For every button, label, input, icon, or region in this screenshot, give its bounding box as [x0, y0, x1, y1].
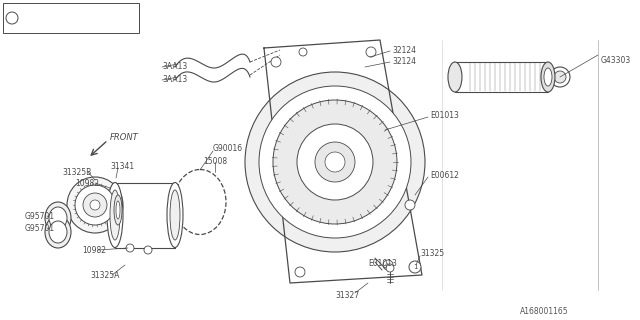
Ellipse shape	[110, 190, 120, 240]
Text: G95701: G95701	[25, 223, 55, 233]
Circle shape	[295, 267, 305, 277]
Ellipse shape	[49, 207, 67, 229]
Ellipse shape	[167, 182, 183, 247]
Circle shape	[409, 261, 421, 273]
Text: 31325: 31325	[420, 249, 444, 258]
Text: G90016: G90016	[213, 143, 243, 153]
Bar	[3, 3, 139, 33]
Text: 31325B: 31325B	[62, 167, 92, 177]
Circle shape	[6, 12, 18, 24]
Text: G90815 ('06MY0504-    ): G90815 ('06MY0504- )	[22, 21, 123, 27]
Circle shape	[273, 100, 397, 224]
Text: 10982: 10982	[75, 179, 99, 188]
Ellipse shape	[45, 202, 71, 234]
Text: 1: 1	[10, 15, 14, 21]
Circle shape	[67, 177, 123, 233]
Text: E00612: E00612	[430, 171, 459, 180]
Circle shape	[325, 152, 345, 172]
Circle shape	[383, 260, 393, 270]
Circle shape	[366, 47, 376, 57]
Text: 32124: 32124	[392, 45, 416, 54]
Text: 15008: 15008	[203, 156, 227, 165]
Circle shape	[259, 86, 411, 238]
Circle shape	[386, 264, 394, 272]
Circle shape	[315, 142, 355, 182]
Text: G90807 (    -'06MY0504): G90807 ( -'06MY0504)	[22, 9, 123, 15]
Ellipse shape	[45, 216, 71, 248]
Text: G43303: G43303	[601, 55, 631, 65]
Text: A168001165: A168001165	[520, 308, 568, 316]
Text: 31327: 31327	[335, 292, 359, 300]
Circle shape	[554, 71, 566, 83]
Text: 31341: 31341	[110, 162, 134, 171]
Text: E01013: E01013	[430, 110, 459, 119]
Circle shape	[90, 200, 100, 210]
Circle shape	[405, 200, 415, 210]
Text: 1: 1	[413, 264, 417, 270]
Text: 3AA13: 3AA13	[162, 61, 188, 70]
Ellipse shape	[114, 195, 122, 225]
Text: 31325A: 31325A	[90, 270, 120, 279]
Circle shape	[271, 57, 281, 67]
Circle shape	[297, 124, 373, 200]
Circle shape	[126, 244, 134, 252]
Ellipse shape	[107, 182, 123, 247]
Circle shape	[144, 246, 152, 254]
Text: FRONT: FRONT	[110, 132, 139, 141]
Circle shape	[75, 185, 115, 225]
Circle shape	[550, 67, 570, 87]
Circle shape	[245, 72, 425, 252]
Circle shape	[83, 193, 107, 217]
Text: 32124: 32124	[392, 57, 416, 66]
Text: 10982: 10982	[82, 245, 106, 254]
Ellipse shape	[170, 190, 180, 240]
Text: E01013: E01013	[368, 259, 397, 268]
Ellipse shape	[541, 62, 555, 92]
Ellipse shape	[544, 68, 552, 86]
Ellipse shape	[448, 62, 462, 92]
Text: 3AA13: 3AA13	[162, 75, 188, 84]
Text: G95701: G95701	[25, 212, 55, 220]
Circle shape	[299, 48, 307, 56]
Ellipse shape	[49, 221, 67, 243]
Ellipse shape	[116, 201, 120, 219]
